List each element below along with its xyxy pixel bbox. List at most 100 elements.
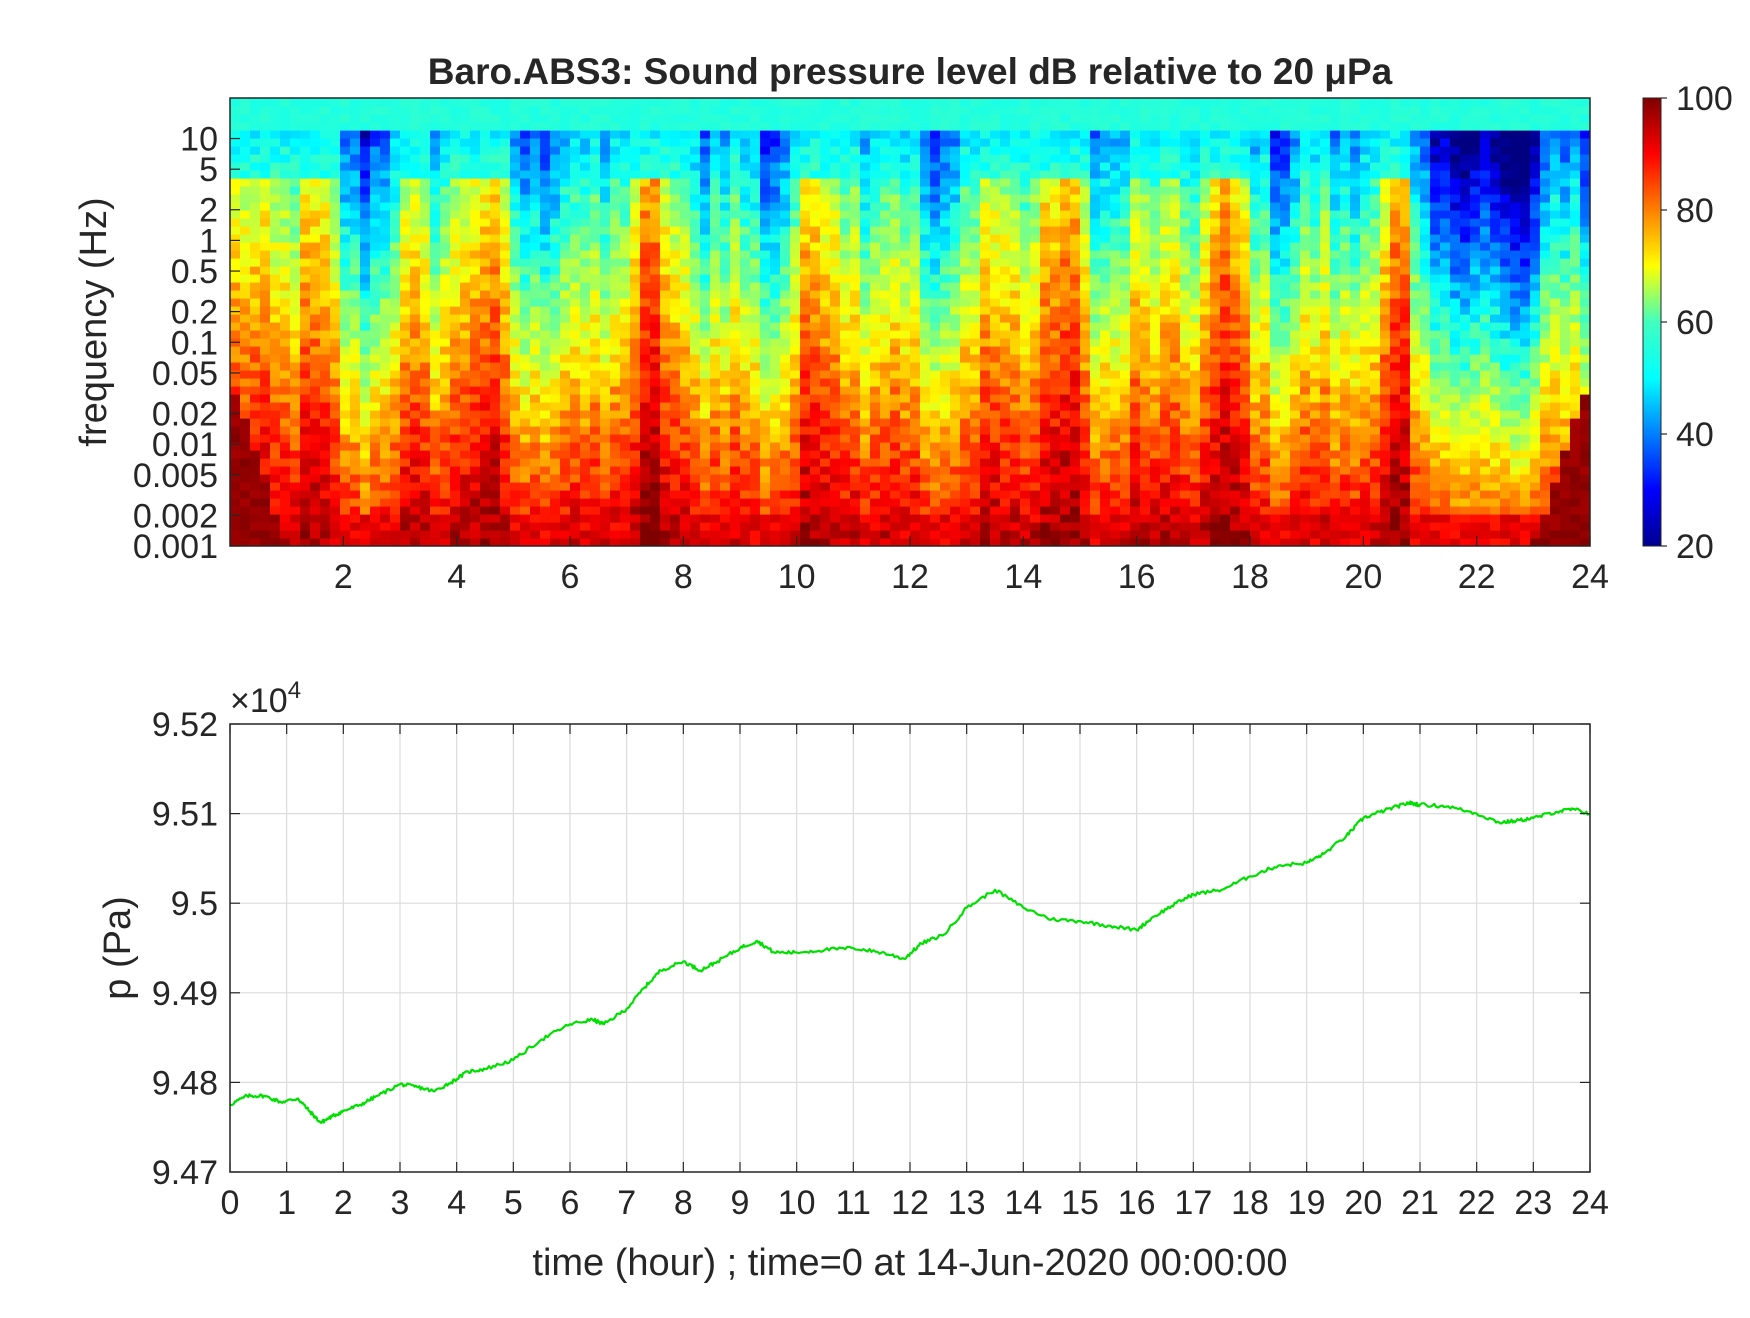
heatmap-cell: [520, 282, 531, 291]
heatmap-cell: [1440, 418, 1451, 427]
heatmap-cell: [1090, 306, 1101, 315]
heatmap-cell: [420, 514, 431, 523]
heatmap-cell: [880, 362, 891, 371]
heatmap-cell: [640, 338, 651, 347]
heatmap-cell: [980, 354, 991, 363]
heatmap-cell: [510, 290, 521, 299]
heatmap-cell: [550, 378, 561, 387]
heatmap-cell: [930, 450, 941, 459]
heatmap-cell: [1280, 426, 1291, 435]
heatmap-cell: [1190, 282, 1201, 291]
heatmap-cell: [380, 514, 391, 523]
heatmap-cell: [590, 434, 601, 443]
heatmap-cell: [980, 514, 991, 523]
heatmap-cell: [620, 418, 631, 427]
heatmap-cell: [1250, 370, 1261, 379]
heatmap-cell: [720, 418, 731, 427]
heatmap-cell: [490, 506, 501, 515]
heatmap-cell: [310, 322, 321, 331]
heatmap-cell: [840, 306, 851, 315]
heatmap-cell: [520, 490, 531, 499]
heatmap-cell: [370, 354, 381, 363]
heatmap-cell: [380, 402, 391, 411]
heatmap-cell: [1490, 450, 1501, 459]
heatmap-cell: [1580, 474, 1591, 483]
heatmap-cell: [400, 474, 411, 483]
heatmap-cell: [1000, 394, 1011, 403]
heatmap-cell: [590, 466, 601, 475]
heatmap-cell: [1580, 442, 1591, 451]
heatmap-cell: [650, 378, 661, 387]
heatmap-cell: [1350, 466, 1361, 475]
heatmap-cell: [1330, 362, 1341, 371]
heatmap-cell: [1540, 346, 1551, 355]
heatmap-cell: [710, 506, 721, 515]
heatmap-cell: [1340, 330, 1351, 339]
heatmap-cell: [540, 314, 551, 323]
heatmap-cell: [410, 282, 421, 291]
heatmap-cell: [600, 434, 611, 443]
heatmap-cell: [1580, 418, 1591, 427]
heatmap-cell: [440, 338, 451, 347]
heatmap-cell: [380, 490, 391, 499]
heatmap-cell: [1160, 274, 1171, 283]
heatmap-cell: [340, 346, 351, 355]
heatmap-cell: [510, 514, 521, 523]
heatmap-cell: [1290, 266, 1301, 275]
heatmap-cell: [1140, 282, 1151, 291]
heatmap-cell: [1120, 466, 1131, 475]
heatmap-cell: [1110, 330, 1121, 339]
heatmap-cell: [920, 322, 931, 331]
heatmap-cell: [1480, 402, 1491, 411]
heatmap-cell: [1570, 394, 1581, 403]
heatmap-cell: [300, 346, 311, 355]
heatmap-cell: [520, 474, 531, 483]
heatmap-cell: [1570, 290, 1581, 299]
heatmap-cell: [350, 290, 361, 299]
heatmap-cell: [470, 274, 481, 283]
heatmap-cell: [1560, 386, 1571, 395]
heatmap-cell: [1120, 482, 1131, 491]
heatmap-cell: [870, 490, 881, 499]
heatmap-cell: [1280, 362, 1291, 371]
heatmap-cell: [1040, 402, 1051, 411]
heatmap-cell: [1000, 274, 1011, 283]
heatmap-cell: [1240, 330, 1251, 339]
heatmap-cell: [1070, 250, 1081, 259]
heatmap-cell: [1230, 530, 1241, 539]
heatmap-cell: [730, 386, 741, 395]
heatmap-cell: [680, 354, 691, 363]
heatmap-cell: [1450, 386, 1461, 395]
heatmap-cell: [1230, 266, 1241, 275]
heatmap-cell: [1340, 266, 1351, 275]
heatmap-cell: [1460, 346, 1471, 355]
heatmap-cell: [460, 466, 471, 475]
heatmap-cell: [920, 330, 931, 339]
heatmap-cell: [430, 418, 441, 427]
heatmap-cell: [930, 442, 941, 451]
heatmap-cell: [740, 466, 751, 475]
heatmap-cell: [760, 378, 771, 387]
heatmap-cell: [910, 338, 921, 347]
heatmap-cell: [1220, 322, 1231, 331]
heatmap-cell: [650, 434, 661, 443]
heatmap-cell: [560, 458, 571, 467]
heatmap-cell: [450, 354, 461, 363]
heatmap-cell: [700, 482, 711, 491]
heatmap-cell: [1220, 306, 1231, 315]
heatmap-cell: [840, 314, 851, 323]
heatmap-cell: [460, 410, 471, 419]
heatmap-cell: [600, 258, 611, 267]
heatmap-cell: [1310, 282, 1321, 291]
heatmap-cell: [580, 386, 591, 395]
heatmap-cell: [740, 410, 751, 419]
heatmap-cell: [1240, 306, 1251, 315]
heatmap-cell: [1270, 338, 1281, 347]
heatmap-cell: [1530, 298, 1541, 307]
heatmap-cell: [570, 402, 581, 411]
heatmap-cell: [610, 362, 621, 371]
heatmap-cell: [1210, 314, 1221, 323]
heatmap-cell: [870, 482, 881, 491]
heatmap-cell: [830, 314, 841, 323]
heatmap-cell: [510, 282, 521, 291]
